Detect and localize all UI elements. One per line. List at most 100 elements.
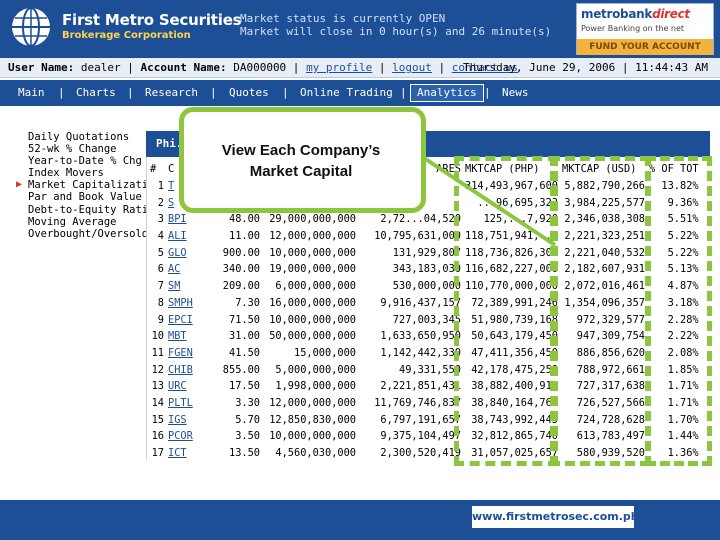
footer-url[interactable]: www.firstmetrosec.com.ph bbox=[472, 506, 639, 528]
globe-logo-icon[interactable] bbox=[6, 5, 56, 49]
menu-52wk-change[interactable]: 52-wk % Change bbox=[28, 143, 117, 156]
nav-news[interactable]: News bbox=[502, 86, 529, 99]
stock-code-link[interactable]: IGS bbox=[168, 413, 187, 426]
callout-text: View Each Company’s Market Capital bbox=[183, 140, 419, 182]
current-datetime: Thursday, June 29, 2006 | 11:44:43 AM bbox=[462, 61, 708, 74]
cell-shares: 727,003,345 bbox=[392, 313, 461, 326]
stock-code-link[interactable]: PCOR bbox=[168, 430, 193, 443]
selected-arrow-icon: ▶ bbox=[16, 179, 23, 190]
stock-code-link[interactable]: ICT bbox=[168, 447, 187, 460]
menu-market-capitalization[interactable]: Market Capitalization bbox=[28, 179, 161, 192]
cell-pct-total: 1.71% bbox=[667, 396, 699, 409]
stock-code-link[interactable]: CHIB bbox=[168, 363, 193, 376]
stock-code-link[interactable]: T bbox=[168, 180, 175, 193]
user-info-bar: User Name: dealer | Account Name: DA0000… bbox=[0, 58, 720, 78]
menu-index-movers[interactable]: Index Movers bbox=[28, 167, 104, 180]
metrobank-tagline: Power Banking on the net bbox=[581, 24, 685, 33]
cell-mktcap-usd: 580,939,520 bbox=[576, 447, 645, 460]
cell-mktcap-php: 110,770,000,000 bbox=[465, 280, 558, 293]
stock-code-link[interactable]: SMPH bbox=[168, 296, 193, 309]
metrobank-direct-logo: metrobankdirect bbox=[581, 7, 690, 21]
contact-us-link[interactable]: contact us bbox=[451, 61, 519, 74]
cell-price: 11.00 bbox=[229, 230, 260, 243]
table-row: 17 ICT 13.50 4,560,030,000 2,300,520,419 31,0… bbox=[148, 445, 701, 462]
menu-ytd-change[interactable]: Year-to-Date % Chg bbox=[28, 155, 142, 168]
nav-charts[interactable]: Charts bbox=[76, 86, 116, 99]
callout-line-1: View Each Company’s bbox=[221, 142, 381, 159]
table-row: 16 PCOR 3.50 10,000,000,000 9,375,104,497 32,… bbox=[148, 428, 701, 445]
stock-code-link[interactable]: AC bbox=[168, 263, 181, 276]
stock-code-link[interactable]: GLO bbox=[168, 246, 187, 259]
cell-mktcap-usd: 724,728,628 bbox=[576, 413, 645, 426]
highlight-pct-total bbox=[646, 156, 712, 466]
stock-code-link[interactable]: SM bbox=[168, 280, 181, 293]
table-row: 13 URC 17.50 1,998,000,000 2,221,851,431 38,8… bbox=[148, 378, 701, 395]
cell-rank: 1 bbox=[157, 180, 164, 193]
highlight-mktcap-php bbox=[454, 156, 558, 466]
cell-code: IGS bbox=[166, 411, 204, 428]
cell-pct-total: 1.85% bbox=[667, 363, 699, 376]
cell-shares: 9,916,437,157 bbox=[380, 296, 461, 309]
stock-code-link[interactable]: BPI bbox=[168, 213, 187, 226]
cell-pct-total: 2.22% bbox=[667, 330, 699, 343]
cell-mktcap-php: 118,736,826,300 bbox=[465, 246, 558, 259]
menu-moving-average[interactable]: Moving Average bbox=[28, 215, 117, 228]
table-row: 10 MBT 31.00 50,000,000,000 1,633,650,950 50,… bbox=[148, 328, 701, 345]
menu-overbought-oversold[interactable]: Overbought/Oversold bbox=[28, 227, 149, 240]
stock-code-link[interactable]: MBT bbox=[168, 330, 187, 343]
stock-code-link[interactable]: FGEN bbox=[168, 346, 193, 359]
col-header-code[interactable]: C bbox=[168, 163, 175, 176]
col-header-pct-total[interactable]: % OF TOT bbox=[649, 163, 699, 176]
brand-name: First Metro Securities bbox=[62, 11, 242, 29]
cell-mktcap-php: 38,840,164,760 bbox=[471, 396, 558, 409]
cell-mktcap-php: 38,882,400,918 bbox=[471, 380, 558, 393]
cell-mktcap-php: 31,057,025,657 bbox=[471, 447, 558, 460]
my-profile-link[interactable]: my profile bbox=[306, 61, 373, 74]
stock-code-link[interactable]: PLTL bbox=[168, 396, 193, 409]
nav-quotes[interactable]: Quotes bbox=[229, 86, 269, 99]
cell-rank: 4 bbox=[157, 230, 164, 243]
cell-shares: 49,331,550 bbox=[399, 363, 461, 376]
market-status: Market status is currently OPEN Market w… bbox=[240, 12, 551, 38]
cell-mktcap-php: 51,980,739,168 bbox=[471, 313, 558, 326]
menu-daily-quotations[interactable]: Daily Quotations bbox=[28, 131, 130, 143]
cell-price: 209.00 bbox=[222, 280, 260, 293]
table-row: 8 SMPH 7.30 16,000,000,000 9,916,437,157 72,3… bbox=[148, 295, 701, 312]
cell-rank: 5 bbox=[157, 246, 164, 259]
stock-code-link[interactable]: EPCI bbox=[168, 313, 193, 326]
nav-research[interactable]: Research bbox=[145, 86, 198, 99]
cell-mktcap-php: 42,178,475,250 bbox=[471, 363, 558, 376]
nav-online-trading[interactable]: Online Trading bbox=[300, 86, 393, 99]
cell-pct-total: 9.36% bbox=[667, 196, 699, 209]
col-header-rank[interactable]: # bbox=[150, 163, 157, 176]
logout-link[interactable]: logout bbox=[392, 61, 432, 74]
metrobank-direct-banner[interactable]: metrobankdirect Power Banking on the net… bbox=[576, 3, 714, 55]
menu-debt-equity[interactable]: Debt-to-Equity Ratio bbox=[28, 203, 155, 216]
cell-rank: 9 bbox=[157, 313, 164, 326]
stock-code-link[interactable]: URC bbox=[168, 380, 187, 393]
cell-par: 19,000,000,000 bbox=[269, 263, 356, 276]
cell-code: CHIB bbox=[166, 361, 204, 378]
col-header-mktcap-usd[interactable]: MKTCAP (USD) bbox=[562, 163, 637, 176]
stock-code-link[interactable]: ALI bbox=[168, 230, 187, 243]
analytics-menu: ▶ Daily Quotations 52-wk % Change Year-t… bbox=[16, 131, 161, 240]
cell-shares: 1,633,650,950 bbox=[380, 330, 461, 343]
cell-par: 1,998,000,000 bbox=[275, 380, 356, 393]
cell-mktcap-usd: 788,972,661 bbox=[576, 363, 645, 376]
nav-analytics[interactable]: Analytics bbox=[410, 84, 484, 102]
cell-pct-total: 1.36% bbox=[667, 447, 699, 460]
stock-code-link[interactable]: S bbox=[168, 196, 175, 209]
menu-par-book-value[interactable]: Par and Book Value bbox=[28, 191, 142, 204]
cell-par: 50,000,000,000 bbox=[269, 330, 356, 343]
table-row: 7 SM 209.00 6,000,000,000 530,000,000 110,770… bbox=[148, 278, 701, 295]
cell-mktcap-usd: 3,984,225,577 bbox=[564, 196, 645, 209]
fund-account-button[interactable]: FUND YOUR ACCOUNT bbox=[577, 39, 713, 55]
nav-main[interactable]: Main bbox=[18, 86, 45, 99]
cell-mktcap-usd: 972,329,577 bbox=[576, 313, 645, 326]
cell-mktcap-php: 50,643,179,450 bbox=[471, 330, 558, 343]
cell-pct-total: 5.22% bbox=[667, 230, 699, 243]
callout-line-2: Market Capital bbox=[249, 163, 353, 180]
cell-code: S bbox=[166, 194, 204, 211]
cell-price: 48.00 bbox=[229, 213, 260, 226]
cell-shares: 11,769,746,837 bbox=[374, 396, 461, 409]
